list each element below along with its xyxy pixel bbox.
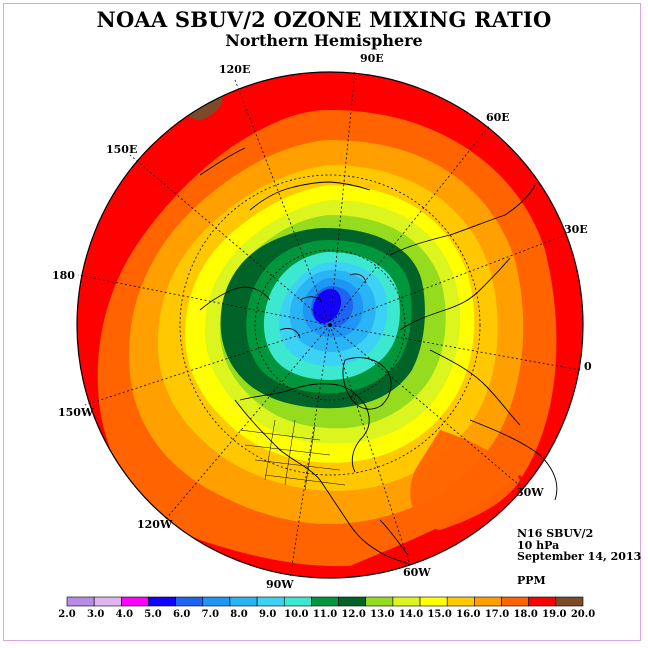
- colorbar-swatch: [311, 596, 339, 607]
- colorbar-swatch: [256, 596, 285, 607]
- colorbar-swatch: [202, 596, 231, 607]
- pressure-level-label: 10 hPa: [517, 539, 560, 552]
- lon-label-150e: 150E: [106, 143, 138, 156]
- colorbar-swatch: [419, 596, 448, 607]
- band-5: [312, 288, 342, 324]
- lon-label-120w: 120W: [137, 518, 173, 531]
- colorbar-tick-label: 14.0: [398, 609, 424, 620]
- colorbar-tick-label: 17.0: [484, 609, 510, 620]
- coast-alaska: [199, 286, 271, 311]
- instrument-label: N16 SBUV/2: [517, 527, 594, 540]
- lon-label-90e: 90E: [360, 52, 384, 65]
- colorbar-swatch: [365, 596, 394, 607]
- coast-africa: [469, 419, 558, 501]
- colorbar-swatch: [501, 596, 529, 607]
- colorbar-swatch: [121, 596, 149, 607]
- colorbar-tick-label: 5.0: [144, 609, 162, 620]
- coast-eurasia: [389, 184, 536, 426]
- lon-label-120e: 120E: [219, 63, 251, 76]
- colorbar-swatch: [175, 596, 204, 607]
- colorbar-tick-label: 3.0: [86, 609, 105, 620]
- us-state-lines: [239, 419, 346, 491]
- coast-greenland: [342, 357, 392, 410]
- colorbar-swatch: [446, 596, 475, 607]
- units-label: PPM: [517, 574, 546, 587]
- lon-label-60w: 60W: [403, 566, 431, 579]
- colorbar-swatch: [392, 596, 421, 607]
- colorbar-tick-label: 10.0: [284, 609, 309, 620]
- colorbar-tick-label: 6.0: [172, 609, 191, 620]
- lon-label-90w: 90W: [266, 578, 294, 591]
- colorbar-tick-label: 16.0: [456, 609, 481, 620]
- colorbar-swatch: [66, 596, 95, 607]
- colorbar-tick-label: 8.0: [230, 609, 248, 620]
- date-label: September 14, 2013: [517, 550, 642, 563]
- band-18-lobe: [410, 430, 520, 530]
- colorbar-swatch: [555, 596, 584, 607]
- colorbar-swatch: [474, 596, 502, 607]
- colorbar-tick-label: 19.0: [542, 609, 567, 620]
- coastlines: [199, 147, 558, 566]
- lat-circle-outer: [179, 174, 481, 476]
- colorbar-swatch: [528, 596, 557, 607]
- map-subtitle: Northern Hemisphere: [225, 31, 423, 50]
- map-title: NOAA SBUV/2 OZONE MIXING RATIO: [96, 7, 552, 32]
- coast-arctic-islands: [279, 273, 367, 339]
- colorbar-tick-label: 7.0: [201, 609, 220, 620]
- coast-central-america: [379, 519, 409, 556]
- colorbar-swatch: [283, 596, 312, 607]
- colorbar-tick-label: 4.0: [115, 609, 134, 620]
- colorbar-swatch: [229, 596, 258, 607]
- lon-label-150w: 150W: [58, 406, 94, 419]
- lon-label-30w: 30W: [516, 486, 544, 499]
- colorbar-tick-label: 9.0: [258, 609, 277, 620]
- colorbar: [66, 596, 584, 607]
- lon-label-60e: 60E: [486, 111, 510, 124]
- colorbar-tick-label: 12.0: [341, 609, 366, 620]
- colorbar-swatch: [338, 596, 367, 607]
- lat-circle-inner: [254, 249, 406, 401]
- image-frame: [3, 3, 641, 641]
- colorbar-tick-label: 20.0: [570, 609, 596, 620]
- lon-label-30e: 30E: [564, 223, 588, 236]
- colorbar-tick-label: 13.0: [370, 609, 395, 620]
- colorbar-swatch: [93, 596, 122, 607]
- colorbar-tick-label: 18.0: [513, 609, 538, 620]
- colorbar-tick-label: 2.0: [58, 609, 76, 620]
- lon-label-0: 0: [584, 360, 592, 373]
- coast-north-america: [234, 383, 411, 566]
- colorbar-swatch: [148, 596, 176, 607]
- hemisphere-boundary: [76, 71, 584, 579]
- colorbar-tick-label: 11.0: [312, 609, 338, 620]
- colorbar-tick-label: 15.0: [427, 609, 452, 620]
- lon-label-180: 180: [52, 269, 75, 282]
- coast-asia-east: [199, 147, 371, 211]
